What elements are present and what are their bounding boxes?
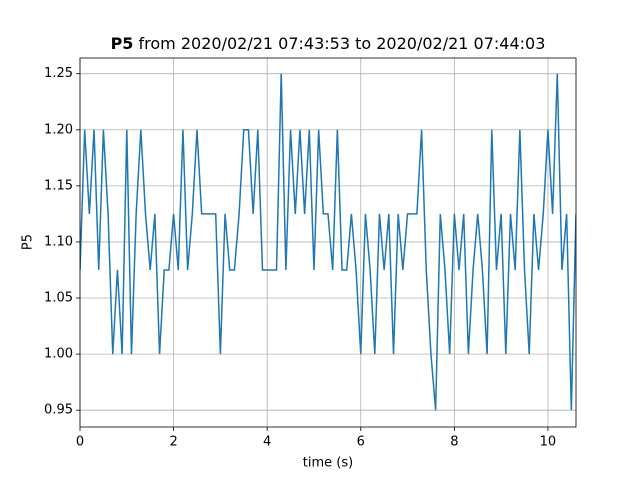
- x-axis-label: time (s): [303, 456, 353, 471]
- y-tick-label: 1.10: [44, 234, 73, 249]
- x-tick-label: 0: [76, 435, 84, 450]
- title-series: P5: [111, 34, 134, 53]
- y-axis-label: P5: [21, 234, 36, 250]
- x-tick-label: 4: [263, 435, 271, 450]
- x-tick-label: 10: [540, 435, 557, 450]
- title-range: from 2020/02/21 07:43:53 to 2020/02/21 0…: [139, 34, 546, 53]
- y-tick-label: 1.20: [44, 122, 73, 137]
- y-tick-label: 1.15: [44, 178, 73, 193]
- chart-title: P5 from 2020/02/21 07:43:53 to 2020/02/2…: [111, 34, 546, 53]
- x-tick-label: 2: [169, 435, 177, 450]
- x-tick-label: 8: [450, 435, 458, 450]
- y-tick-label: 1.25: [44, 66, 73, 81]
- y-tick-label: 1.05: [44, 291, 73, 306]
- y-tick-label: 0.95: [44, 403, 73, 418]
- plot-frame: [79, 57, 577, 428]
- data-line: [80, 73, 576, 411]
- y-tick-label: 1.00: [44, 347, 73, 362]
- x-tick-label: 6: [357, 435, 365, 450]
